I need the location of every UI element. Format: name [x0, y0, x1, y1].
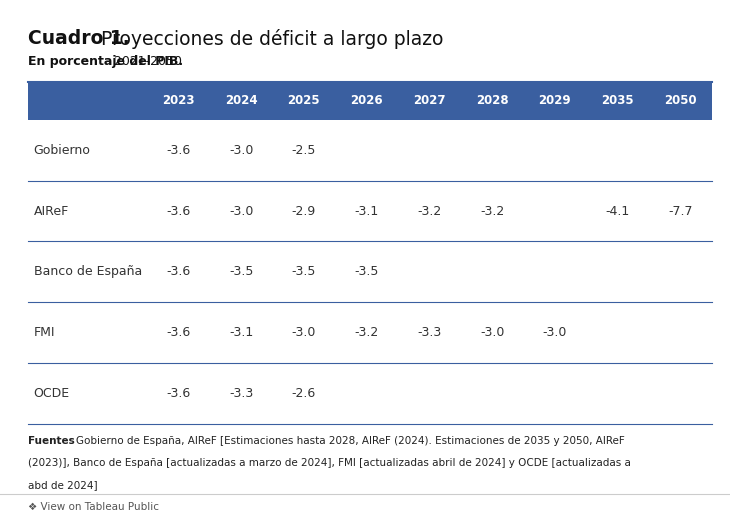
Text: OCDE: OCDE — [34, 387, 69, 401]
Text: ❖ View on Tableau Public: ❖ View on Tableau Public — [28, 502, 158, 512]
Text: 2023: 2023 — [162, 94, 195, 107]
Text: -3.5: -3.5 — [292, 266, 316, 278]
Text: -3.2: -3.2 — [480, 204, 504, 218]
Text: -3.0: -3.0 — [229, 204, 253, 218]
Text: Proyecciones de déficit a largo plazo: Proyecciones de déficit a largo plazo — [95, 29, 443, 49]
Text: 2028: 2028 — [476, 94, 509, 107]
Text: -3.5: -3.5 — [355, 266, 379, 278]
Text: -2.5: -2.5 — [292, 143, 316, 157]
Text: -3.6: -3.6 — [166, 143, 191, 157]
Text: -3.3: -3.3 — [229, 387, 253, 401]
Text: abd de 2024]: abd de 2024] — [28, 480, 97, 490]
Text: -3.1: -3.1 — [355, 204, 379, 218]
Text: 2021-2050: 2021-2050 — [110, 55, 182, 69]
Text: : Gobierno de España, AIReF [Estimaciones hasta 2028, AIReF (2024). Estimaciones: : Gobierno de España, AIReF [Estimacione… — [69, 436, 624, 446]
Text: FMI: FMI — [34, 326, 55, 339]
Text: 2027: 2027 — [413, 94, 446, 107]
Text: -3.1: -3.1 — [229, 326, 253, 339]
Text: Banco de España: Banco de España — [34, 266, 142, 278]
Text: -3.0: -3.0 — [542, 326, 567, 339]
Text: -3.0: -3.0 — [292, 326, 316, 339]
Text: 2024: 2024 — [225, 94, 258, 107]
Bar — [28, 82, 712, 120]
Text: En porcentaje del PIB.: En porcentaje del PIB. — [28, 55, 182, 69]
Text: 2035: 2035 — [602, 94, 634, 107]
Text: -3.0: -3.0 — [229, 143, 253, 157]
Text: -3.6: -3.6 — [166, 204, 191, 218]
Text: -3.2: -3.2 — [355, 326, 379, 339]
Text: -2.6: -2.6 — [292, 387, 316, 401]
Text: -4.1: -4.1 — [605, 204, 630, 218]
Text: (2023)], Banco de España [actualizadas a marzo de 2024], FMI [actualizadas abril: (2023)], Banco de España [actualizadas a… — [28, 458, 631, 468]
Text: -3.6: -3.6 — [166, 326, 191, 339]
Text: Cuadro 1.: Cuadro 1. — [28, 29, 129, 48]
Text: -2.9: -2.9 — [292, 204, 316, 218]
Text: -3.6: -3.6 — [166, 387, 191, 401]
Text: 2026: 2026 — [350, 94, 383, 107]
Text: -7.7: -7.7 — [668, 204, 693, 218]
Text: 2029: 2029 — [539, 94, 571, 107]
Text: -3.6: -3.6 — [166, 266, 191, 278]
Text: Fuentes: Fuentes — [28, 436, 74, 446]
Text: -3.0: -3.0 — [480, 326, 504, 339]
Text: -3.5: -3.5 — [229, 266, 253, 278]
Text: -3.3: -3.3 — [418, 326, 442, 339]
Text: 2050: 2050 — [664, 94, 696, 107]
Text: 2025: 2025 — [288, 94, 320, 107]
Text: AIReF: AIReF — [34, 204, 69, 218]
Text: -3.2: -3.2 — [418, 204, 442, 218]
Text: Gobierno: Gobierno — [34, 143, 91, 157]
